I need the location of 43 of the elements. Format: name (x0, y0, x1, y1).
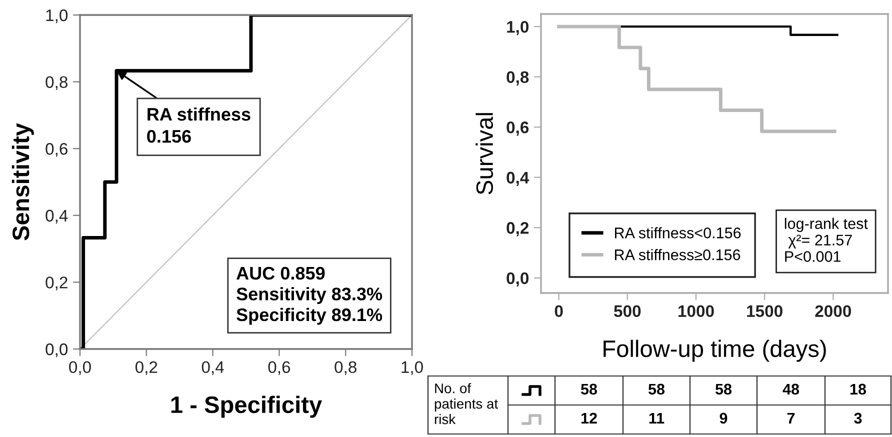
x-tick-label: 0 (554, 305, 563, 318)
y-tick-label: 0,4 (506, 172, 530, 186)
y-tick-label: 1,0 (507, 20, 529, 36)
x-axis-title: Follow-up time (days) (604, 340, 826, 362)
x-axis-title: 1 - Specificity (171, 396, 322, 418)
x-tick-label: 0,0 (69, 361, 91, 376)
text: 7 (787, 412, 795, 424)
x-tick-label: 0,2 (135, 361, 158, 376)
text: 9 (720, 412, 728, 424)
x-tick-label: 2000 (815, 305, 851, 318)
text: 18 (850, 384, 866, 395)
x-tick-label: 0,6 (268, 361, 290, 376)
legend-label: RA stiffness≥0.156 (615, 249, 740, 260)
y-tick-label: 0,4 (46, 210, 68, 224)
y-axis-title: Sensitivity (12, 123, 34, 240)
x-tick-label: 0,8 (334, 361, 356, 376)
y-tick-label: 0,0 (46, 343, 68, 358)
y-tick-label: 0,6 (46, 143, 68, 157)
x-tick-label: 500 (614, 305, 641, 318)
y-tick-label: 0,0 (506, 272, 529, 287)
x-tick-label: 1000 (678, 305, 714, 318)
y-tick-label: 0,8 (506, 71, 529, 86)
x-tick-label: 0,4 (202, 361, 224, 376)
annotation: AUC 0.859 Sensitivity 83.3% Specificity 89.1% (236, 266, 382, 325)
y-axis-title: Survival (476, 113, 494, 194)
x-tick-label: 1,0 (402, 361, 423, 376)
text: 3 (854, 412, 862, 424)
y-tick-label: 1,0 (46, 9, 68, 24)
text: 11 (649, 412, 664, 424)
y-tick-label: 0,2 (506, 222, 529, 236)
text: 48 (782, 384, 800, 395)
text: 12 (581, 412, 597, 424)
y-tick-label: 0,6 (506, 122, 529, 136)
x-tick-label: 1500 (747, 305, 782, 318)
legend-label: RA stiffness<0.156 (615, 227, 741, 238)
text: No. of patients at risk (434, 383, 498, 424)
y-tick-label: 0,8 (46, 76, 68, 90)
text: 58 (580, 384, 598, 395)
text: 58 (715, 384, 732, 395)
y-tick-label: 0,2 (46, 276, 68, 290)
text: 58 (648, 384, 665, 395)
annotation: RA stiffness 0.156 (147, 107, 250, 143)
annotation: log-rank test χ²= 21.57 P<0.001 (784, 218, 868, 262)
